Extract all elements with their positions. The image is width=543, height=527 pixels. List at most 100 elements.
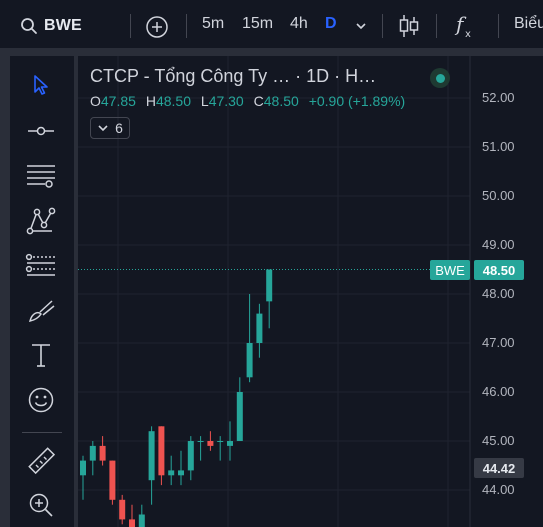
plus-circle-icon [146,16,168,38]
cursor-arrow-icon [34,75,48,95]
symbol-search[interactable]: BWE [20,12,82,40]
indicator-count: 6 [115,120,123,136]
dotted-levels-icon [25,253,55,276]
brush-icon [28,300,55,322]
candle[interactable] [236,377,243,441]
candle[interactable] [168,455,175,486]
chart-pane[interactable]: CTCP - Tổng Công Ty … · 1D · H… O47.85 H… [78,56,543,527]
price-axis-label: 46.00 [482,384,515,399]
interval-dropdown-button[interactable] [352,16,370,36]
legend-title[interactable]: CTCP - Tổng Công Ty … · 1D · H… [90,66,377,86]
candle[interactable] [197,436,204,461]
candle[interactable] [187,436,194,481]
candle[interactable] [256,303,263,358]
indicators-button[interactable]: f x [452,12,480,40]
toolbar-overflow-label[interactable]: Biểu [514,15,543,32]
candle-body [119,499,126,520]
candle-body [99,445,106,461]
price-axis-label: 45.00 [482,433,515,448]
candle[interactable] [89,441,96,476]
high-value: 48.50 [155,93,191,109]
interval-d[interactable]: D [325,15,337,32]
candle[interactable] [119,494,126,525]
price-axis-label: 49.00 [482,237,515,252]
svg-text:x: x [465,29,471,40]
interval-4h[interactable]: 4h [290,15,308,32]
interval-15m[interactable]: 15m [242,15,274,32]
pattern-tool[interactable] [24,204,58,238]
candle[interactable] [158,426,165,486]
candle[interactable] [138,504,145,527]
chart-type-button[interactable] [396,12,422,40]
candle[interactable] [246,294,253,383]
candle[interactable] [227,421,233,461]
candle-body [138,514,145,527]
change-value: +0.90 (+1.89%) [308,93,406,109]
parallel-lines-icon [27,165,55,188]
function-icon: f x [454,12,471,40]
trend-line-tool[interactable] [24,114,58,148]
horizontal-ray-icon [28,126,54,136]
candle[interactable] [109,460,116,505]
interval-5m[interactable]: 5m [202,15,225,32]
symbol-name: BWE [44,17,82,34]
candle[interactable] [217,436,224,461]
price-chart[interactable] [78,56,543,527]
drawing-toolbar [10,56,74,527]
price-axis-label: 50.00 [482,188,515,203]
chevron-down-icon [98,125,108,132]
emoji-tool[interactable] [24,383,58,417]
price-axis-label: 52.00 [482,90,515,105]
candle[interactable] [207,431,214,451]
price-axis-label: 44.00 [482,482,515,497]
candle[interactable] [178,450,184,486]
candle-body [129,519,135,527]
fib-tool[interactable] [24,158,58,192]
market-status-icon[interactable] [430,68,450,88]
toolbar-divider [186,14,187,38]
zoom-in-icon [29,493,53,517]
symbol-price-tag: BWE [430,260,470,280]
measure-tool[interactable] [24,444,58,478]
candle[interactable] [80,455,86,500]
candle-body [266,269,273,302]
toolbar-separator [22,432,62,433]
low-value: 47.30 [208,93,244,109]
candle-body [246,343,253,378]
candle-body [256,313,263,343]
brush-tool[interactable] [24,294,58,328]
price-axis-label: 48.00 [482,286,515,301]
high-key: H [145,93,156,109]
toolbar-divider [130,14,131,38]
toolbar-divider [382,14,383,38]
search-icon [21,18,37,34]
close-value: 48.50 [263,93,299,109]
compare-symbol-button[interactable] [144,14,170,40]
candle-body [236,392,243,441]
projection-tool[interactable] [24,249,58,283]
indicators-collapse-button[interactable]: 6 [90,117,130,139]
candle-body [187,441,194,471]
cursor-tool[interactable] [24,68,58,102]
text-t-icon [32,344,50,367]
candle[interactable] [129,504,135,527]
zoom-in-tool[interactable] [24,488,58,522]
candle-body [148,431,155,481]
candle[interactable] [99,436,106,466]
candle-body [207,441,214,446]
last-price-tag: 48.50 [474,260,524,280]
candles-icon [399,15,419,37]
candle-body [197,441,204,442]
candle-body [80,460,86,476]
price-axis-label: 51.00 [482,139,515,154]
candle-body [178,470,184,476]
ohlc-readout: O47.85 H48.50 L47.30 C48.50 +0.90 (+1.89… [90,93,411,109]
candle-body [89,445,96,461]
text-tool[interactable] [24,338,58,372]
close-key: C [253,93,264,109]
open-key: O [90,93,101,109]
price-axis-label: 47.00 [482,335,515,350]
candle[interactable] [148,426,155,505]
ruler-icon [28,447,56,475]
candle[interactable] [266,269,273,329]
